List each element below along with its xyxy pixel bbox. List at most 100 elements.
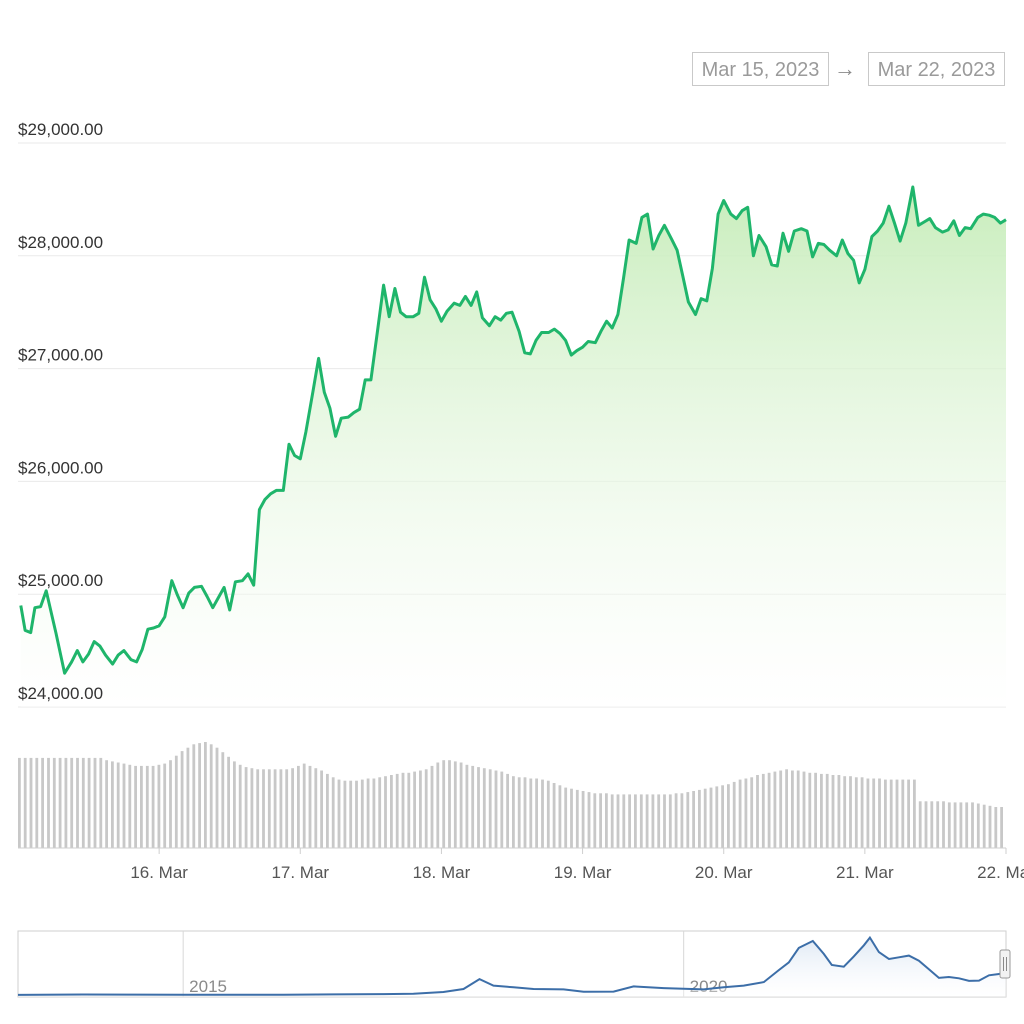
volume-bar xyxy=(99,757,103,848)
y-tick-label: $27,000.00 xyxy=(18,346,103,365)
volume-bar xyxy=(238,764,242,848)
volume-bar xyxy=(64,757,68,848)
volume-bar xyxy=(930,801,934,848)
price-area-fill xyxy=(20,187,1007,707)
volume-bar xyxy=(971,802,974,848)
volume-bar xyxy=(843,776,847,848)
volume-bar xyxy=(250,768,254,848)
volume-bar xyxy=(1000,807,1003,848)
volume-bar xyxy=(506,773,509,848)
volume-bar xyxy=(378,777,382,848)
volume-bar xyxy=(424,769,428,848)
volume-bar xyxy=(244,767,248,848)
volume-bar xyxy=(297,765,300,848)
volume-bar xyxy=(87,757,91,848)
volume-bar xyxy=(715,786,719,848)
volume-bar xyxy=(157,764,161,848)
volume-bar xyxy=(785,769,788,848)
volume-bar xyxy=(29,757,33,848)
volume-bar xyxy=(831,775,835,848)
volume-bar xyxy=(959,802,963,848)
range-end-input[interactable]: Mar 22, 2023 xyxy=(868,52,1005,86)
price-series-line xyxy=(19,185,1007,675)
price-area xyxy=(20,187,1007,707)
volume-bar xyxy=(564,787,568,848)
volume-bar xyxy=(942,801,945,848)
volume-bar xyxy=(552,783,556,848)
volume-bar xyxy=(390,775,393,848)
volume-bar xyxy=(488,769,492,848)
volume-bar xyxy=(93,757,97,848)
x-tick-label: 17. Mar xyxy=(271,863,329,882)
volume-bar xyxy=(215,747,219,848)
volume-bar xyxy=(314,768,318,848)
volume-bar xyxy=(419,770,422,848)
volume-bar xyxy=(186,747,190,848)
volume-bar xyxy=(494,770,498,848)
volume-bar xyxy=(709,787,713,848)
volume-bar xyxy=(331,777,335,848)
volume-bar xyxy=(366,778,370,848)
volume-bar xyxy=(58,757,62,848)
time-x-axis: 16. Mar 17. Mar 18. Mar 19. Mar 20. Mar 21. M… xyxy=(130,848,1024,882)
volume-bar xyxy=(825,773,829,848)
volume-bar xyxy=(35,757,39,848)
volume-bar xyxy=(320,770,323,848)
volume-bar xyxy=(698,789,701,848)
volume-bar xyxy=(884,779,887,848)
volume-bar xyxy=(41,757,44,848)
volume-bar xyxy=(76,757,79,848)
volume-bar xyxy=(570,788,573,848)
volume-bar xyxy=(227,756,230,848)
volume-bar xyxy=(349,780,353,848)
navigator-line xyxy=(17,935,1007,996)
volume-bar xyxy=(151,765,155,848)
volume-bar xyxy=(482,768,486,848)
navigator-handle[interactable] xyxy=(999,949,1011,979)
volume-bar xyxy=(680,793,684,848)
volume-bar xyxy=(988,805,992,848)
volume-bar xyxy=(872,778,876,848)
volume-bar xyxy=(907,779,910,848)
volume-bar xyxy=(360,779,364,848)
volume-bar xyxy=(471,765,475,848)
volume-bar xyxy=(761,773,765,848)
volume-bar xyxy=(721,785,724,848)
volume-bar xyxy=(901,779,905,848)
volume-bar xyxy=(796,770,800,848)
volume-bar xyxy=(407,772,411,848)
range-start-input[interactable]: Mar 15, 2023 xyxy=(692,52,829,86)
volume-bar xyxy=(692,791,695,848)
volume-bar xyxy=(651,794,655,848)
volume-bar xyxy=(616,794,620,848)
volume-bar xyxy=(599,793,602,848)
volume-bar xyxy=(674,793,678,848)
volume-bar xyxy=(947,802,951,848)
volume-bar xyxy=(134,765,137,848)
volume-bar xyxy=(291,768,294,848)
volume-bar xyxy=(634,794,637,848)
volume-bar xyxy=(453,761,457,848)
volume-bar xyxy=(645,794,649,848)
volume-bar xyxy=(558,785,562,848)
price-line xyxy=(19,185,1007,675)
volume-bar xyxy=(145,765,149,848)
volume-bar xyxy=(442,760,446,848)
volume-bar xyxy=(773,771,777,848)
volume-bar xyxy=(459,762,463,848)
volume-bar xyxy=(233,761,236,848)
volume-bar xyxy=(262,769,265,848)
volume-bar xyxy=(575,789,579,848)
navigator[interactable]: 2015 2020 xyxy=(17,930,1011,998)
volume-bar xyxy=(180,751,184,848)
volume-bar xyxy=(860,777,864,848)
volume-bar xyxy=(837,775,841,848)
y-tick-label: $28,000.00 xyxy=(18,233,103,252)
volume-bar xyxy=(727,784,730,848)
volume-bar xyxy=(982,804,986,848)
x-tick-label: 20. Mar xyxy=(695,863,753,882)
volume-bar xyxy=(976,803,980,848)
y-tick-label: $24,000.00 xyxy=(18,684,103,703)
volume-bar xyxy=(512,776,515,848)
